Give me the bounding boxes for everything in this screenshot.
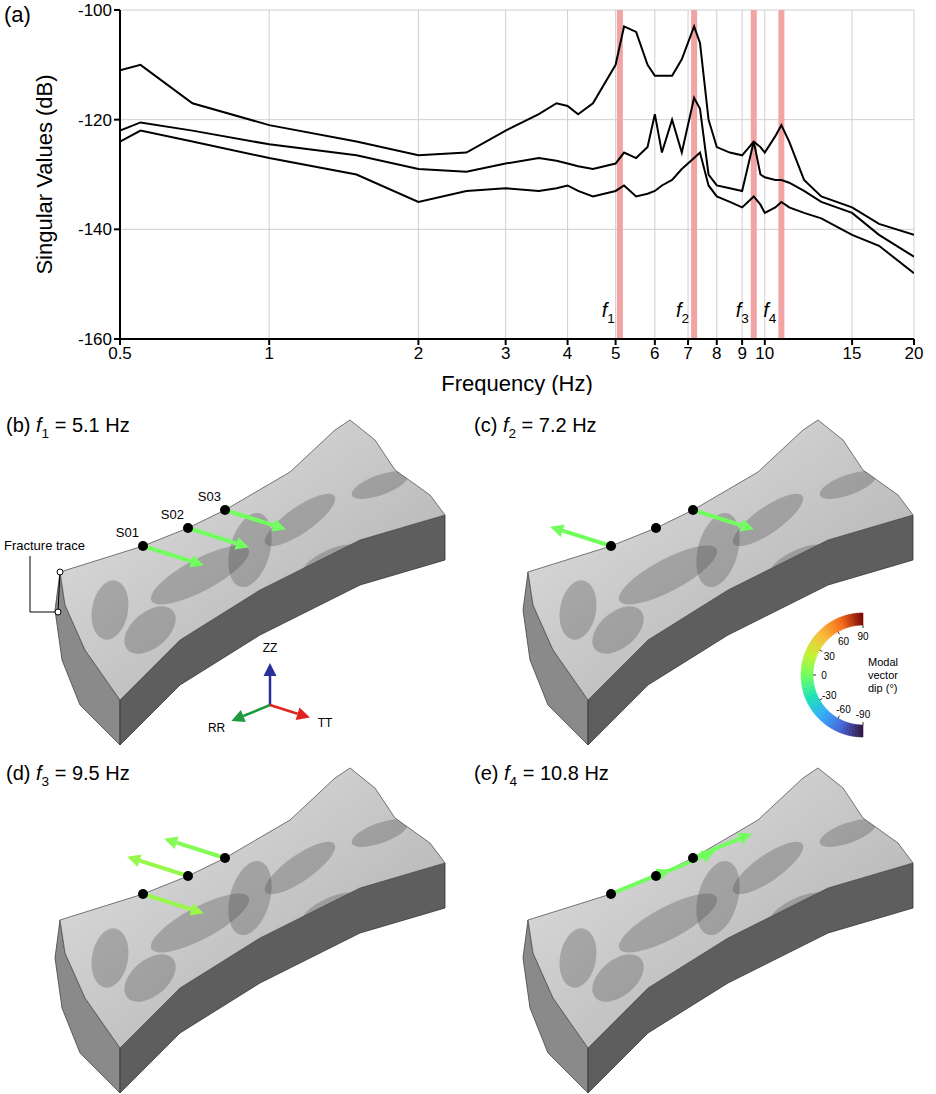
html-text:(a): (a) [4, 2, 31, 27]
svg-text:-100: -100 [78, 1, 112, 20]
svg-text:f1: f1 [602, 299, 615, 326]
svg-text:30: 30 [824, 651, 836, 662]
svg-text:8: 8 [712, 344, 721, 363]
svg-text:f2: f2 [676, 299, 689, 326]
svg-text:(b) f1 = 5.1 Hz: (b) f1 = 5.1 Hz [6, 414, 130, 441]
svg-text:0.5: 0.5 [108, 344, 132, 364]
svg-text:9: 9 [737, 344, 746, 363]
svg-text:-160: -160 [78, 330, 112, 349]
svg-text:-120: -120 [78, 111, 112, 130]
svg-text:5: 5 [611, 344, 620, 363]
svg-text:2: 2 [414, 344, 423, 363]
svg-text:6: 6 [650, 344, 659, 363]
svg-text:1: 1 [264, 344, 273, 363]
svg-text:vector: vector [868, 669, 898, 681]
svg-text:f3: f3 [736, 299, 749, 326]
svg-text:7: 7 [683, 344, 692, 363]
svg-text:-60: -60 [836, 704, 851, 715]
svg-text:-30: -30 [822, 690, 837, 701]
svg-text:f4: f4 [763, 299, 777, 326]
svg-text:90: 90 [857, 631, 869, 642]
svg-text:4: 4 [563, 344, 572, 363]
svg-text:(c) f2 = 7.2 Hz: (c) f2 = 7.2 Hz [474, 414, 597, 441]
svg-text:-140: -140 [78, 220, 112, 239]
svg-text:RR: RR [208, 721, 226, 735]
svg-text:(d) f3 = 9.5 Hz: (d) f3 = 9.5 Hz [6, 762, 130, 789]
svg-text:15: 15 [843, 344, 862, 363]
svg-text:60: 60 [838, 636, 850, 647]
svg-text:Frequency (Hz): Frequency (Hz) [441, 371, 593, 395]
svg-text:ZZ: ZZ [263, 641, 278, 655]
svg-text:3: 3 [501, 344, 510, 363]
svg-text:Singular Values (dB): Singular Values (dB) [32, 74, 57, 274]
svg-text:-90: -90 [856, 709, 871, 720]
svg-text:10: 10 [755, 344, 774, 363]
svg-text:dip (°): dip (°) [868, 682, 897, 694]
svg-text:(e) f4 = 10.8 Hz: (e) f4 = 10.8 Hz [474, 762, 609, 789]
svg-text:TT: TT [318, 716, 333, 730]
svg-text:20: 20 [905, 344, 924, 363]
svg-text:Fracture trace: Fracture trace [4, 538, 85, 553]
svg-text:S02: S02 [161, 507, 184, 522]
svg-text:0: 0 [821, 670, 827, 681]
svg-text:S03: S03 [198, 489, 221, 504]
svg-text:S01: S01 [116, 525, 139, 540]
svg-text:Modal: Modal [868, 656, 898, 668]
